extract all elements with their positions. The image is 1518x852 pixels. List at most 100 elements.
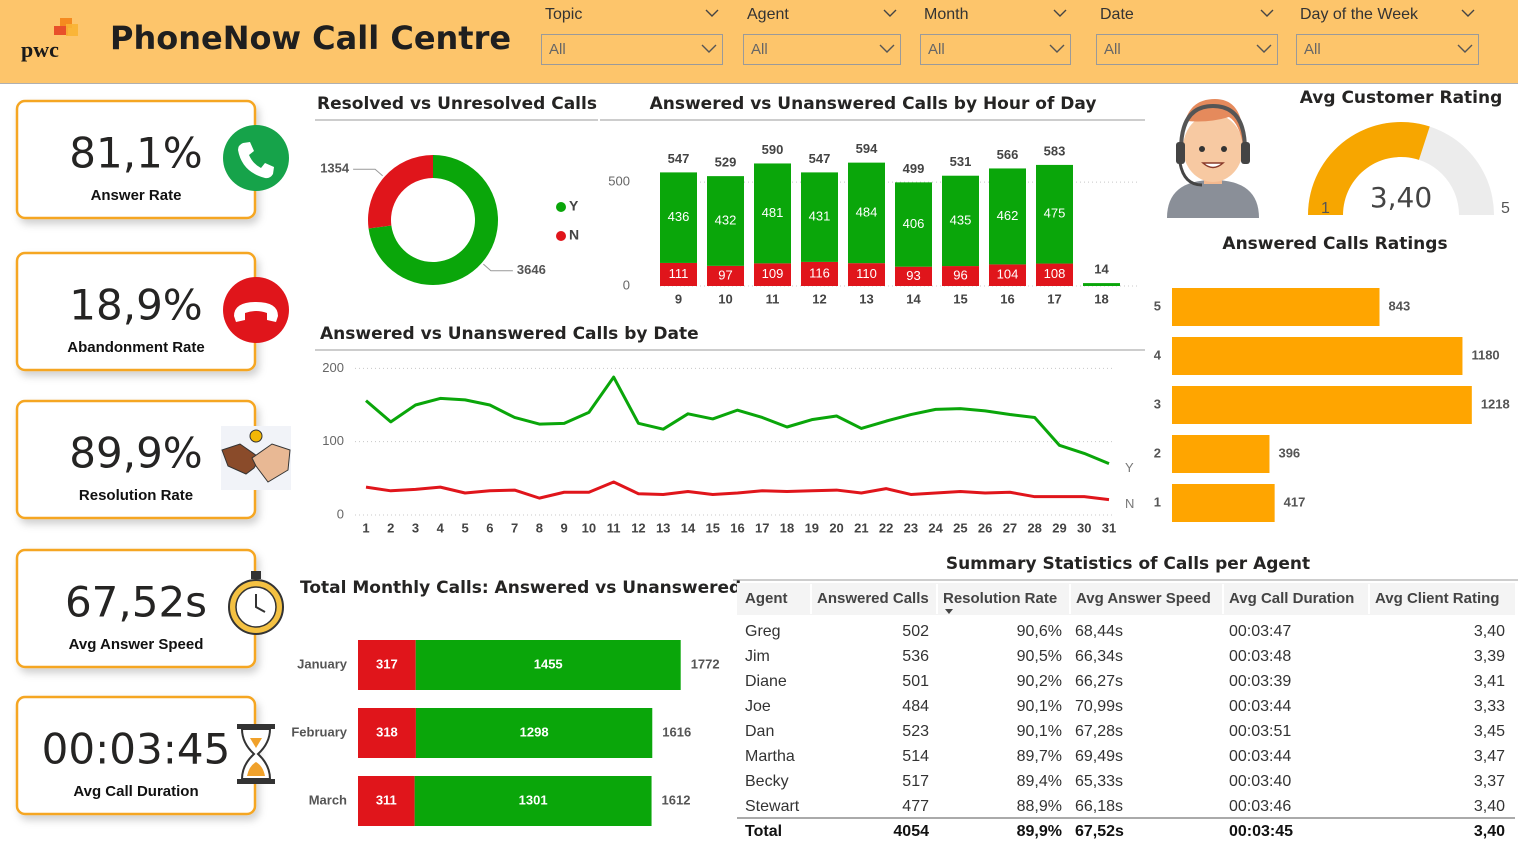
x-tick-label: 1 [362, 520, 369, 535]
legend-dot [556, 202, 566, 212]
total-label: 1612 [662, 792, 691, 807]
bar-segment [895, 182, 932, 267]
data-label: 317 [376, 656, 398, 671]
chart-title: Answered vs Unanswered Calls by Hour of … [650, 94, 1097, 114]
filter-value: All [1104, 41, 1121, 58]
agent-avatar [1167, 99, 1259, 218]
data-label: 97 [718, 267, 732, 282]
table-cell: 70,99s [1075, 698, 1123, 715]
filter-box[interactable] [1296, 34, 1479, 65]
filter-slicer[interactable]: Date All [1096, 6, 1278, 65]
table-cell: 3,37 [1474, 773, 1505, 790]
bar-segment [358, 776, 415, 826]
x-tick-label: 12 [631, 520, 645, 535]
filter-slicer[interactable]: Agent All [743, 6, 901, 65]
column-header: Agent [745, 590, 788, 607]
bar-segment [415, 708, 653, 758]
chevron [883, 9, 897, 17]
table-cell: 90,5% [1017, 648, 1062, 665]
avatar-smile [1201, 162, 1225, 169]
chevron [701, 44, 717, 53]
bar-segment [801, 261, 838, 286]
x-tick-label: 23 [904, 520, 918, 535]
dashboard-title: PhoneNow Call Centre [110, 19, 511, 57]
column-header: Avg Answer Speed [1076, 590, 1211, 607]
kpi-card: 67,52s Avg Answer Speed [15, 548, 284, 669]
x-tick-label: 11 [766, 291, 780, 306]
avatar-eye [1199, 146, 1205, 152]
table-cell: 514 [902, 748, 929, 765]
total-label: 583 [1044, 143, 1066, 158]
kpi-card: 89,9% Resolution Rate [15, 399, 291, 520]
table-cell: 00:03:44 [1229, 748, 1291, 765]
filter-label: Date [1100, 6, 1134, 23]
total-label: 531 [950, 154, 972, 169]
filter-slicer[interactable]: Day of the Week All [1296, 6, 1479, 65]
total-label: 1772 [691, 656, 720, 671]
table-cell: 00:03:40 [1229, 773, 1291, 790]
filter-box[interactable] [541, 34, 723, 65]
total-label: 14 [1094, 262, 1109, 277]
data-label: 1354 [320, 161, 350, 176]
table-cell: 66,18s [1075, 798, 1123, 815]
kpi-card: 18,9% Abandonment Rate [15, 251, 289, 372]
icon-circle [223, 125, 289, 191]
filter-label: Month [924, 6, 968, 23]
bar-segment [989, 264, 1026, 286]
total-label: 547 [809, 151, 831, 166]
data-label: 311 [376, 792, 397, 807]
filter-slicer[interactable]: Topic All [541, 6, 723, 65]
avatar-mic [1178, 162, 1203, 187]
bar-segment [848, 162, 885, 264]
x-tick-label: 10 [582, 520, 596, 535]
filter-slicer[interactable]: Month All [920, 6, 1071, 65]
total-cell: Total [745, 823, 782, 840]
filter-label: Topic [545, 6, 582, 23]
series-label: N [1125, 496, 1134, 511]
x-tick-label: 21 [854, 520, 868, 535]
series-label: Y [1125, 460, 1134, 475]
phone-icon [238, 142, 274, 179]
hand-right [251, 443, 291, 483]
filter-box[interactable] [920, 34, 1071, 65]
bar-segment [1036, 263, 1073, 286]
avatar-shirt [1167, 180, 1259, 218]
x-tick-label: 18 [780, 520, 794, 535]
data-label: 431 [809, 209, 831, 224]
data-label: 104 [997, 267, 1019, 282]
table-cell: 00:03:48 [1229, 648, 1291, 665]
table-cell: Joe [745, 698, 771, 715]
x-tick-label: 13 [656, 520, 670, 535]
category-label: 3 [1154, 396, 1161, 411]
data-label: 110 [856, 266, 877, 281]
x-tick-label: 9 [561, 520, 568, 535]
x-tick-label: 10 [718, 291, 732, 306]
bar-segment [801, 172, 838, 262]
x-tick-label: 31 [1102, 520, 1116, 535]
table-cell: 3,33 [1474, 698, 1505, 715]
kpi-label: Answer Rate [91, 187, 182, 204]
kpi-value: 89,9% [69, 429, 202, 478]
total-cell: 00:03:45 [1229, 823, 1293, 840]
data-label: 108 [1044, 266, 1066, 281]
data-label: 1298 [520, 724, 549, 739]
table-cell: Greg [745, 623, 781, 640]
table-cell: 90,1% [1017, 723, 1062, 740]
filter-box[interactable] [1096, 34, 1278, 65]
chart-title: Answered vs Unanswered Calls by Date [320, 324, 699, 344]
total-label: 594 [856, 141, 878, 156]
logo-block [60, 18, 72, 28]
hangup-icon [234, 302, 278, 322]
filter-box[interactable] [743, 34, 901, 65]
chevron [705, 9, 719, 17]
hourglass-sand [247, 738, 265, 776]
line-series [365, 480, 1110, 502]
x-tick-label: 7 [511, 520, 518, 535]
table-cell: 69,49s [1075, 748, 1123, 765]
chart-title: Resolved vs Unresolved Calls [317, 94, 597, 114]
data-label: 93 [906, 268, 920, 283]
kpi-label: Abandonment Rate [67, 339, 205, 356]
x-tick-label: 15 [705, 520, 719, 535]
x-tick-label: 27 [1003, 520, 1017, 535]
